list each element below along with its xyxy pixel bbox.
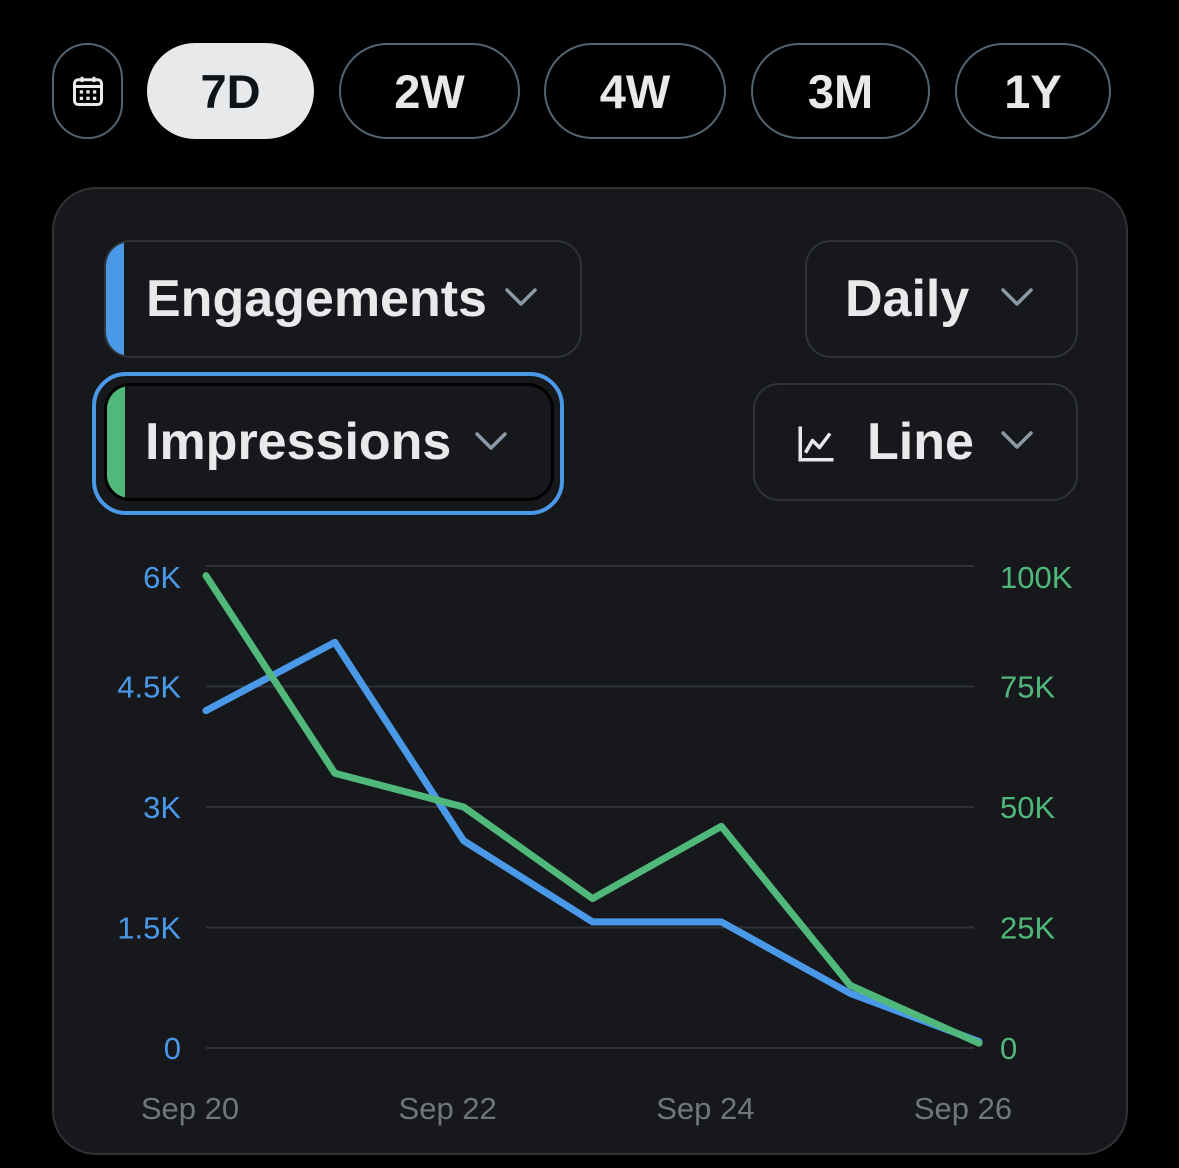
y-right-tick-label: 50K xyxy=(1000,790,1055,825)
interval-select-label: Daily xyxy=(845,270,970,328)
interval-select[interactable]: Daily xyxy=(805,240,1078,358)
chevron-down-icon xyxy=(505,288,537,306)
calendar-icon xyxy=(72,76,103,106)
y-right-tick-label: 0 xyxy=(1000,1031,1017,1066)
y-left-tick-label: 1.5K xyxy=(117,911,181,946)
chevron-down-icon xyxy=(1001,431,1033,449)
y-axis-left: 0 1.5K 3K 4.5K 6K xyxy=(117,560,181,1066)
range-button-1y[interactable]: 1Y xyxy=(955,43,1111,139)
series-lines xyxy=(202,572,983,1047)
chart-type-select-label: Line xyxy=(867,413,974,471)
y-right-tick-label: 75K xyxy=(1000,670,1055,705)
analytics-card: Engagements Daily Impressions Line 0 1.5K… xyxy=(52,187,1128,1155)
metric-select-impressions[interactable]: Impressions xyxy=(104,383,554,501)
line-chart-icon xyxy=(798,426,834,462)
x-tick-label: Sep 26 xyxy=(914,1091,1012,1126)
metric-select-label: Engagements xyxy=(146,270,487,328)
x-tick-label: Sep 24 xyxy=(656,1091,754,1126)
series-line-impressions xyxy=(202,572,983,1047)
impressions-color-bar xyxy=(107,386,125,498)
y-left-tick-label: 3K xyxy=(143,790,181,825)
y-left-tick-label: 6K xyxy=(143,560,181,595)
y-right-tick-label: 100K xyxy=(1000,560,1073,595)
range-button-2w[interactable]: 2W xyxy=(339,43,520,139)
range-button-3m[interactable]: 3M xyxy=(751,43,930,139)
grid-lines xyxy=(206,565,974,1049)
date-range-bar: 7D 2W 4W 3M 1Y xyxy=(0,0,1179,185)
x-axis: Sep 20 Sep 22 Sep 24 Sep 26 xyxy=(141,1091,1012,1126)
engagements-color-bar xyxy=(106,242,124,356)
metric-select-label: Impressions xyxy=(145,413,452,471)
y-right-tick-label: 25K xyxy=(1000,911,1055,946)
metric-select-engagements[interactable]: Engagements xyxy=(104,240,582,358)
x-tick-label: Sep 22 xyxy=(399,1091,497,1126)
y-left-tick-label: 4.5K xyxy=(117,670,181,705)
range-button-7d[interactable]: 7D xyxy=(147,43,314,139)
x-tick-label: Sep 20 xyxy=(141,1091,239,1126)
y-left-tick-label: 0 xyxy=(164,1031,181,1066)
chevron-down-icon xyxy=(475,432,507,450)
chart-type-select[interactable]: Line xyxy=(753,383,1078,501)
range-button-4w[interactable]: 4W xyxy=(544,43,726,139)
series-line-engagements xyxy=(202,638,983,1046)
calendar-button[interactable] xyxy=(52,43,123,139)
chevron-down-icon xyxy=(1001,288,1033,306)
y-axis-right: 0 25K 50K 75K 100K xyxy=(1000,560,1073,1066)
